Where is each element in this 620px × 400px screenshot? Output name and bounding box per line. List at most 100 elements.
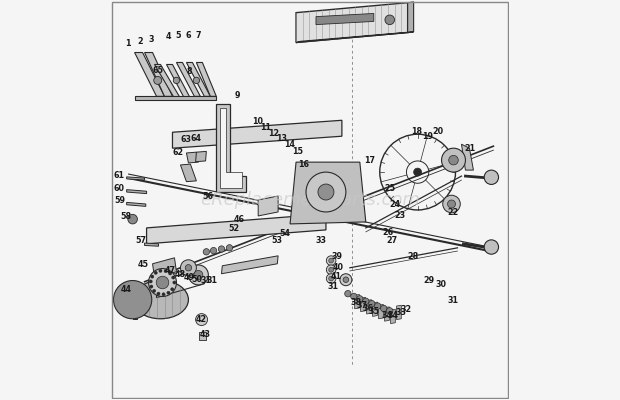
Text: 59: 59 bbox=[114, 196, 125, 205]
Text: 52: 52 bbox=[228, 224, 239, 233]
Text: 3: 3 bbox=[149, 35, 154, 44]
Text: 32: 32 bbox=[401, 305, 412, 314]
Text: 48: 48 bbox=[175, 270, 186, 280]
Polygon shape bbox=[180, 164, 197, 182]
Text: 6: 6 bbox=[185, 31, 191, 40]
Circle shape bbox=[329, 258, 334, 263]
Text: 60: 60 bbox=[114, 184, 125, 192]
Text: 33: 33 bbox=[396, 308, 406, 317]
Text: 15: 15 bbox=[292, 147, 303, 156]
Text: 31: 31 bbox=[201, 276, 212, 285]
Circle shape bbox=[356, 296, 363, 302]
Polygon shape bbox=[172, 120, 342, 148]
Text: 34: 34 bbox=[381, 311, 392, 320]
Polygon shape bbox=[296, 32, 414, 42]
Circle shape bbox=[157, 292, 160, 295]
Circle shape bbox=[149, 280, 153, 283]
Text: 61: 61 bbox=[114, 171, 125, 180]
Circle shape bbox=[113, 280, 152, 319]
Polygon shape bbox=[133, 280, 136, 319]
Circle shape bbox=[374, 303, 381, 309]
Circle shape bbox=[226, 245, 232, 251]
Text: 39: 39 bbox=[332, 252, 343, 261]
Text: 30: 30 bbox=[435, 280, 446, 289]
Polygon shape bbox=[361, 297, 365, 312]
Circle shape bbox=[343, 277, 348, 282]
Text: 20: 20 bbox=[432, 127, 443, 136]
Text: 16: 16 bbox=[298, 160, 309, 169]
Text: 42: 42 bbox=[196, 315, 207, 324]
Text: 31: 31 bbox=[448, 296, 459, 305]
Circle shape bbox=[169, 272, 172, 275]
Circle shape bbox=[484, 240, 498, 254]
Polygon shape bbox=[316, 14, 374, 25]
Circle shape bbox=[441, 148, 466, 172]
Text: 56: 56 bbox=[203, 192, 214, 200]
Polygon shape bbox=[135, 96, 216, 100]
Circle shape bbox=[173, 77, 180, 84]
Circle shape bbox=[363, 298, 369, 304]
Text: 9: 9 bbox=[235, 91, 240, 100]
Circle shape bbox=[156, 276, 169, 289]
Text: 21: 21 bbox=[464, 144, 475, 153]
Polygon shape bbox=[144, 52, 172, 96]
Text: 18: 18 bbox=[411, 127, 422, 136]
Polygon shape bbox=[408, 2, 414, 32]
Circle shape bbox=[173, 281, 176, 284]
Polygon shape bbox=[144, 243, 159, 246]
Circle shape bbox=[159, 269, 162, 272]
Text: 17: 17 bbox=[365, 156, 375, 166]
Circle shape bbox=[326, 274, 336, 283]
Text: 37: 37 bbox=[356, 301, 367, 310]
Text: 27: 27 bbox=[386, 236, 397, 245]
Circle shape bbox=[326, 265, 336, 274]
Text: 14: 14 bbox=[284, 140, 294, 149]
Polygon shape bbox=[216, 104, 246, 192]
Polygon shape bbox=[373, 302, 378, 316]
Circle shape bbox=[180, 260, 197, 276]
Polygon shape bbox=[397, 305, 401, 320]
Text: 23: 23 bbox=[394, 211, 405, 220]
Text: 10: 10 bbox=[252, 116, 263, 126]
Text: 40: 40 bbox=[332, 263, 343, 272]
Text: 33: 33 bbox=[316, 236, 327, 245]
Polygon shape bbox=[391, 309, 396, 324]
Circle shape bbox=[203, 249, 210, 255]
Text: 29: 29 bbox=[423, 276, 435, 285]
Ellipse shape bbox=[133, 280, 188, 319]
Circle shape bbox=[443, 195, 460, 213]
Polygon shape bbox=[461, 144, 474, 170]
Polygon shape bbox=[187, 152, 198, 163]
Text: 35: 35 bbox=[368, 307, 379, 316]
Circle shape bbox=[162, 293, 165, 296]
Circle shape bbox=[154, 76, 162, 84]
Text: 25: 25 bbox=[384, 184, 396, 193]
Text: 44: 44 bbox=[120, 285, 131, 294]
Polygon shape bbox=[199, 332, 206, 340]
Text: 43: 43 bbox=[200, 330, 211, 339]
Polygon shape bbox=[126, 177, 144, 180]
Polygon shape bbox=[153, 258, 177, 278]
Text: 12: 12 bbox=[268, 128, 279, 138]
Text: 47: 47 bbox=[165, 266, 176, 276]
Text: 19: 19 bbox=[422, 132, 433, 141]
Circle shape bbox=[188, 265, 208, 285]
Circle shape bbox=[351, 293, 357, 300]
Text: 2: 2 bbox=[138, 37, 143, 46]
Text: 13: 13 bbox=[276, 134, 287, 143]
Text: 58: 58 bbox=[120, 212, 131, 221]
Circle shape bbox=[449, 155, 458, 165]
Polygon shape bbox=[290, 162, 366, 224]
Circle shape bbox=[326, 256, 336, 265]
Circle shape bbox=[340, 274, 352, 286]
Polygon shape bbox=[384, 307, 389, 321]
Polygon shape bbox=[146, 214, 326, 244]
Polygon shape bbox=[220, 108, 242, 188]
Circle shape bbox=[164, 270, 167, 273]
Text: 31: 31 bbox=[327, 282, 339, 291]
Circle shape bbox=[218, 246, 224, 252]
Text: 5: 5 bbox=[175, 31, 181, 40]
Circle shape bbox=[329, 276, 334, 281]
Circle shape bbox=[329, 267, 334, 272]
Text: 53: 53 bbox=[272, 236, 283, 245]
